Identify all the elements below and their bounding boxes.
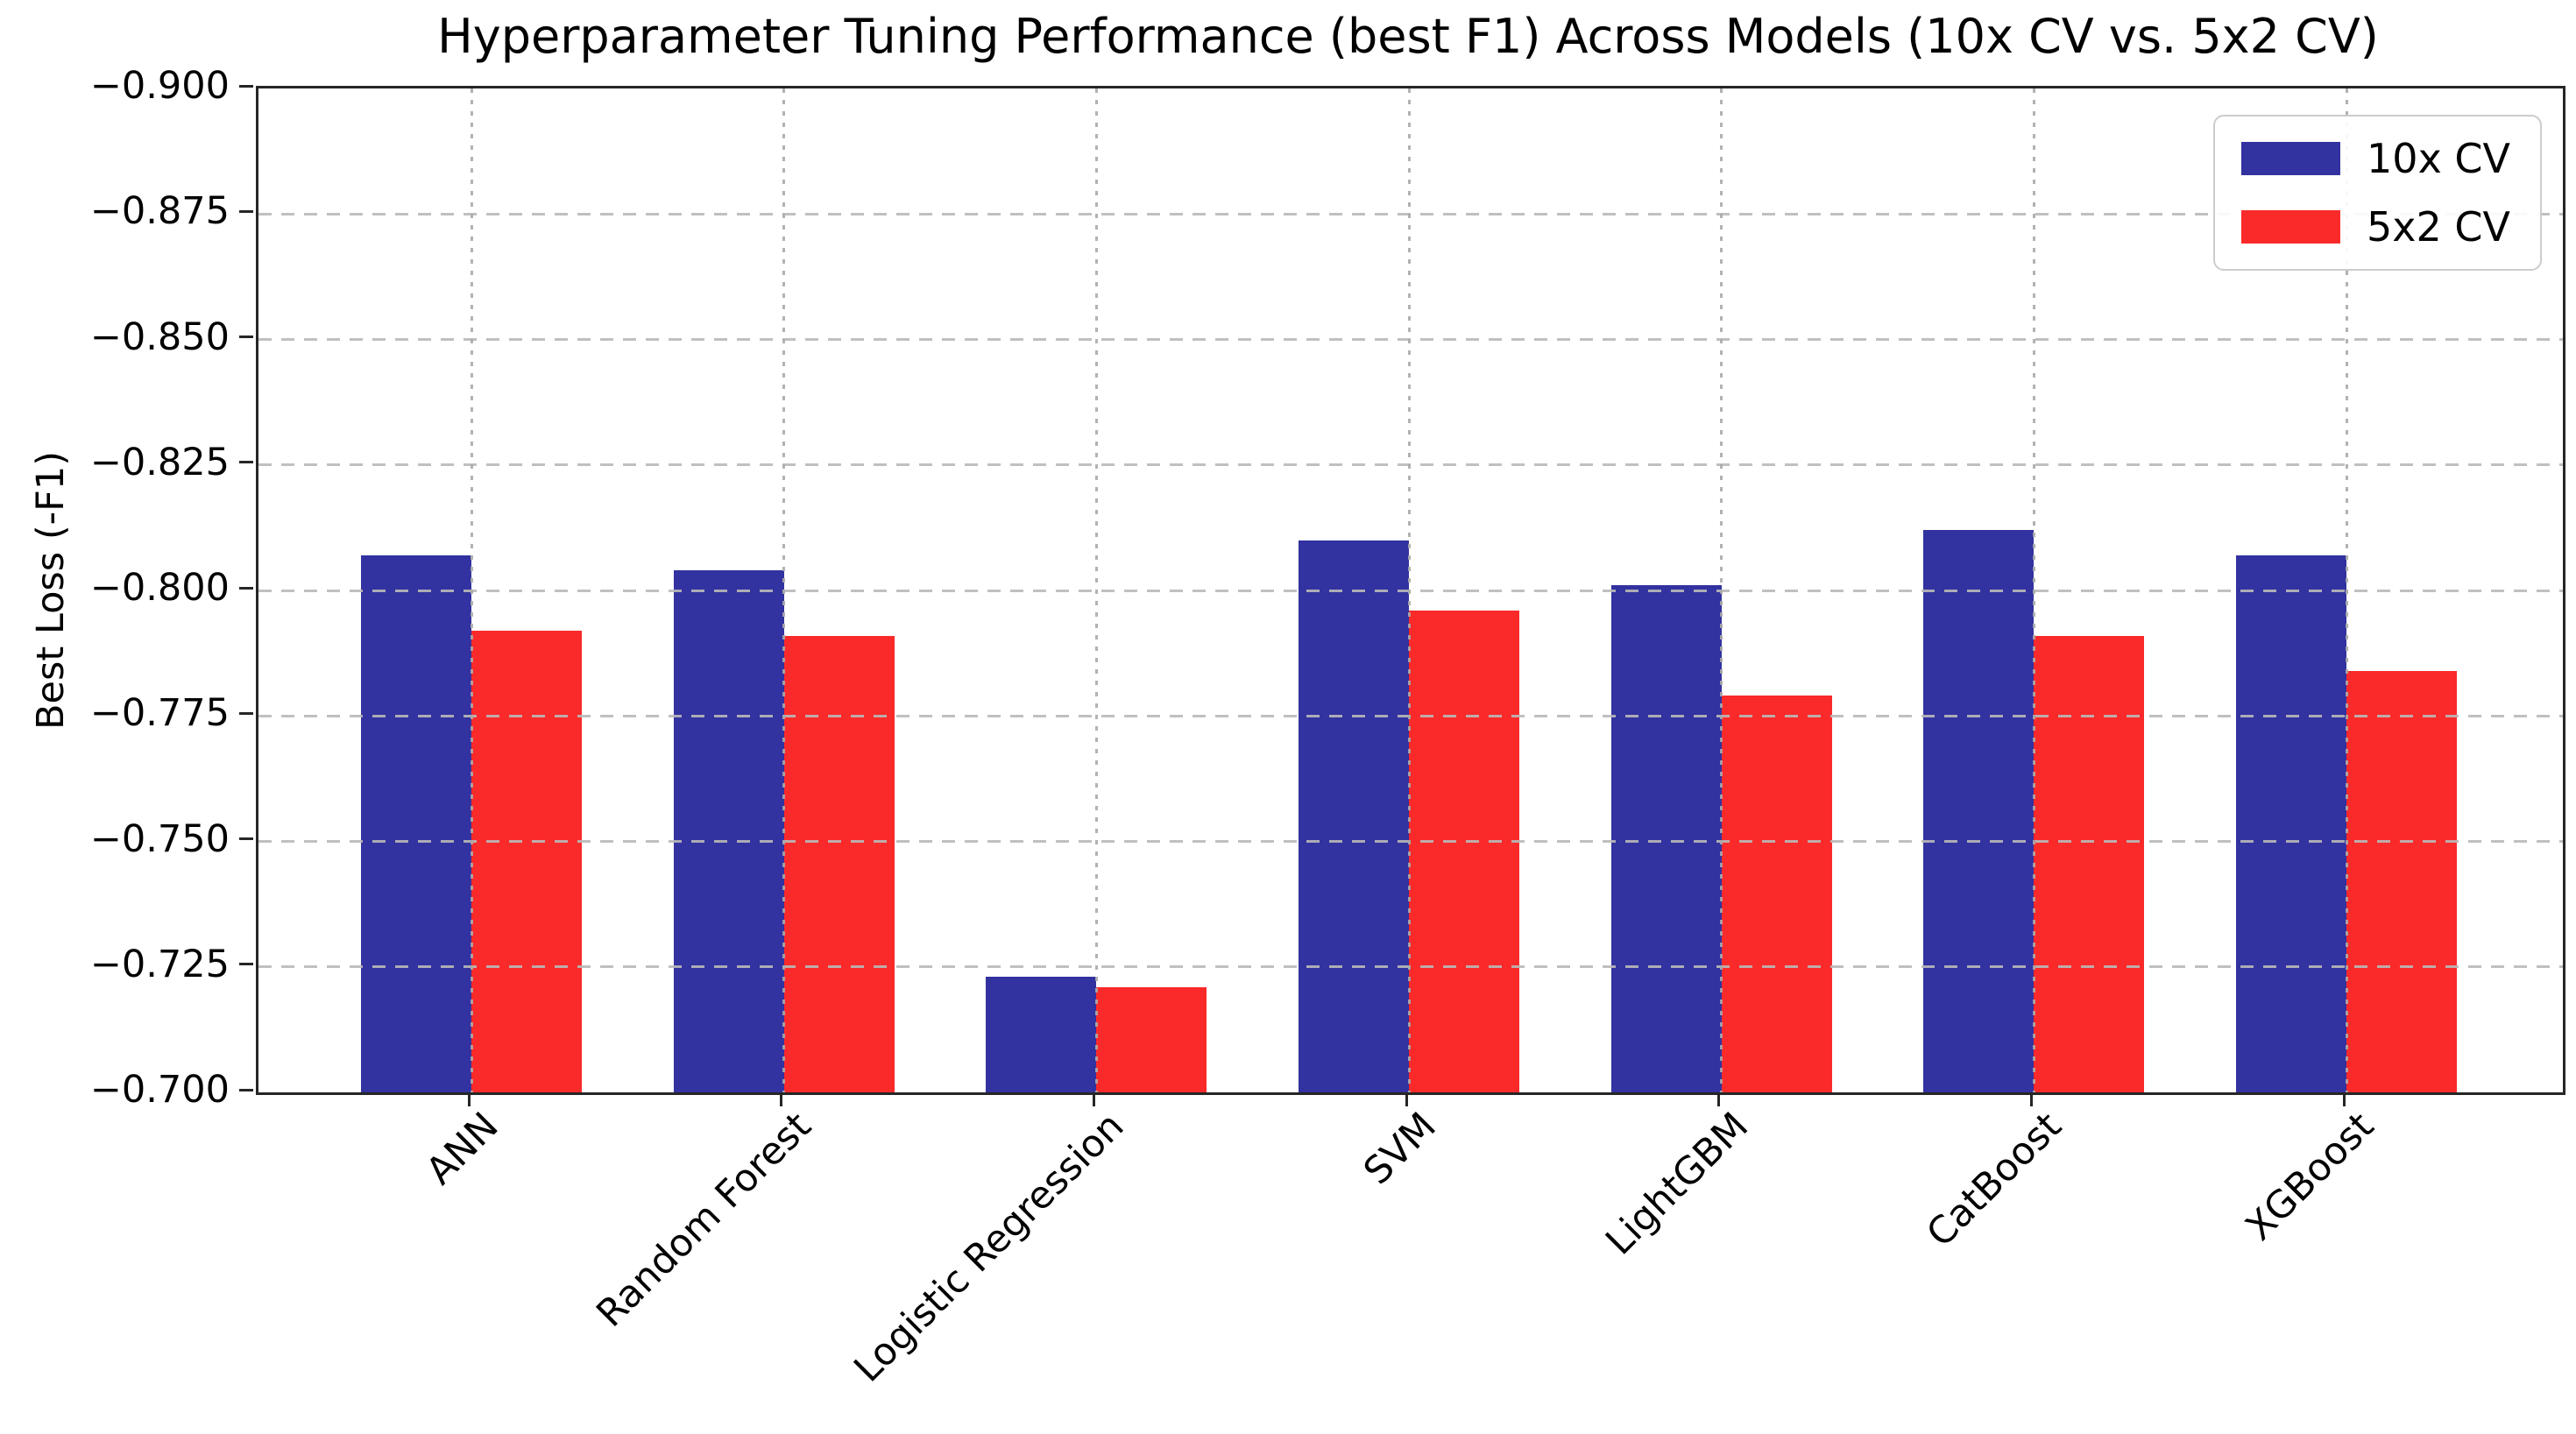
x-tick-label-ann: ANN (418, 1104, 507, 1194)
x-tick (467, 1092, 471, 1106)
bar-10x-cv-ann (361, 555, 471, 1092)
bar-5x2-cv-svm (1409, 610, 1519, 1092)
chart-title: Hyperparameter Tuning Performance (best … (437, 9, 2379, 64)
v-gridline (2345, 88, 2348, 1092)
x-tick-label-catboost: CatBoost (1918, 1104, 2070, 1256)
legend-swatch-5x2-cv (2241, 210, 2341, 244)
bar-10x-cv-svm (1299, 540, 1409, 1092)
y-tick-label: −0.775 (89, 691, 230, 736)
x-tick-label-logistic-regression: Logistic Regression (846, 1104, 1133, 1391)
plot-area: 10x CV 5x2 CV (256, 86, 2565, 1095)
y-tick (239, 711, 253, 715)
y-tick-label: −0.825 (89, 440, 230, 484)
x-tick-label-svm: SVM (1355, 1104, 1445, 1194)
legend-swatch-10x-cv (2241, 142, 2341, 175)
y-tick (239, 963, 253, 966)
y-tick-label: −0.725 (89, 942, 230, 986)
x-tick (2029, 1092, 2033, 1106)
v-gridline (1720, 88, 1723, 1092)
y-tick-label: −0.900 (89, 64, 230, 108)
v-gridline (2032, 88, 2035, 1092)
h-gridline (258, 714, 2563, 717)
legend: 10x CV 5x2 CV (2213, 115, 2542, 271)
x-tick-label-random-forest: Random Forest (588, 1104, 820, 1336)
x-tick (2342, 1092, 2346, 1106)
bar-10x-cv-logistic-regression (986, 977, 1097, 1092)
x-tick (1405, 1092, 1408, 1106)
v-gridline (1094, 88, 1098, 1092)
y-tick-label: −0.875 (89, 189, 230, 234)
x-tick (1717, 1092, 1721, 1106)
v-gridline (1407, 88, 1411, 1092)
legend-item-5x2-cv: 5x2 CV (2241, 206, 2510, 248)
y-tick-label: −0.850 (89, 314, 230, 359)
bar-5x2-cv-catboost (2034, 635, 2145, 1092)
bar-10x-cv-random-forest (673, 570, 784, 1092)
legend-label: 5x2 CV (2367, 203, 2510, 251)
y-tick (239, 837, 253, 840)
v-gridline (782, 88, 786, 1092)
v-gridline (470, 88, 473, 1092)
y-tick-label: −0.750 (89, 816, 230, 861)
bar-5x2-cv-random-forest (783, 635, 895, 1092)
y-tick (239, 209, 253, 213)
bar-5x2-cv-lightgbm (1721, 696, 1832, 1092)
y-tick-label: −0.800 (89, 566, 230, 610)
legend-label: 10x CV (2367, 135, 2510, 182)
y-tick (239, 336, 253, 338)
y-tick (239, 461, 253, 464)
h-gridline (258, 463, 2563, 467)
x-tick-label-lightgbm: LightGBM (1597, 1104, 1758, 1264)
bar-10x-cv-catboost (1923, 530, 2035, 1092)
bar-10x-cv-xgboost (2236, 555, 2347, 1092)
bar-5x2-cv-ann (471, 630, 582, 1092)
y-tick (239, 1088, 253, 1091)
h-gridline (258, 589, 2563, 592)
x-tick (780, 1092, 783, 1106)
y-tick (239, 84, 253, 88)
legend-item-10x-cv: 10x CV (2241, 138, 2510, 180)
bar-5x2-cv-logistic-regression (1096, 986, 1207, 1092)
h-gridline (258, 212, 2563, 215)
y-tick-label: −0.700 (89, 1068, 230, 1112)
bar-5x2-cv-xgboost (2346, 670, 2458, 1092)
h-gridline (258, 965, 2563, 969)
x-tick (1092, 1092, 1095, 1106)
x-tick-label-xgboost: XGBoost (2237, 1104, 2382, 1250)
h-gridline (258, 840, 2563, 843)
h-gridline (258, 338, 2563, 341)
y-tick (239, 586, 253, 590)
bar-10x-cv-lightgbm (1610, 585, 1722, 1092)
